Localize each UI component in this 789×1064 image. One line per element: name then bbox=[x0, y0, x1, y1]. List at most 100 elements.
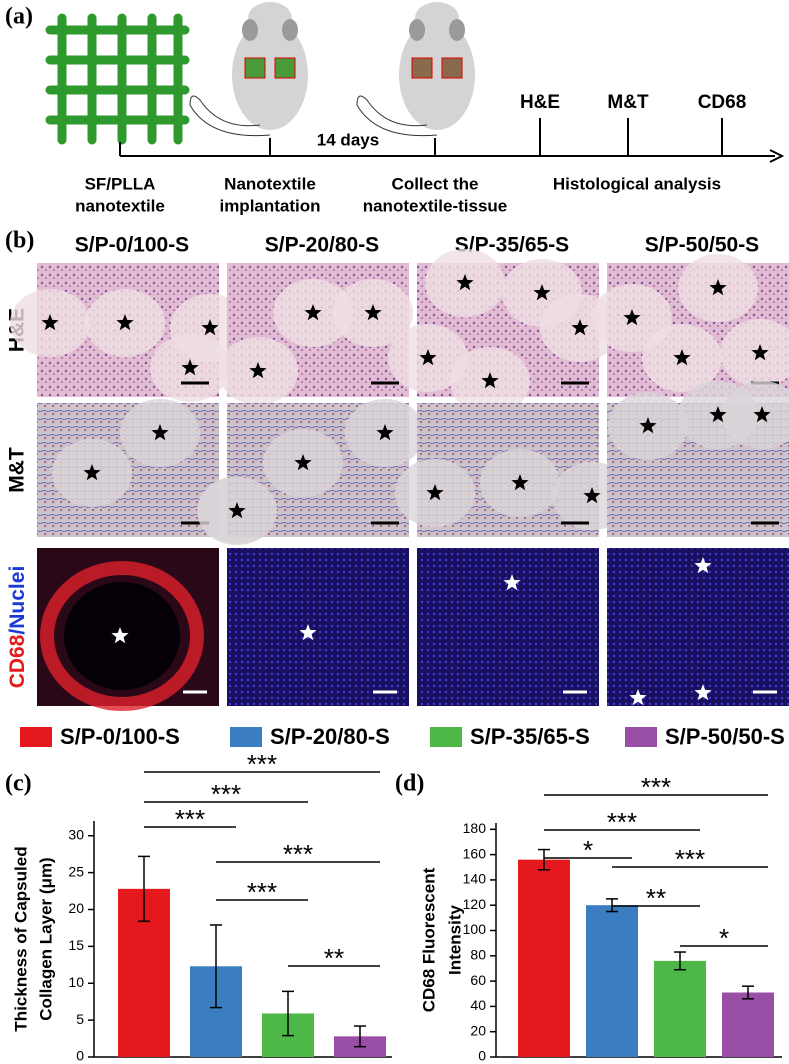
panel-label: (c) bbox=[5, 771, 32, 797]
row-label: M&T bbox=[6, 447, 29, 493]
mouse-1 bbox=[189, 2, 308, 137]
analysis-label: CD68 bbox=[698, 92, 747, 113]
star-marker bbox=[299, 624, 317, 641]
legend-swatch bbox=[430, 727, 462, 747]
star-marker bbox=[83, 464, 101, 481]
bar bbox=[518, 859, 570, 1057]
step-label: SF/PLLA bbox=[85, 174, 156, 193]
bar bbox=[722, 992, 774, 1057]
y-tick-label: 60 bbox=[470, 972, 486, 988]
star-marker bbox=[364, 304, 382, 321]
significance-label: *** bbox=[247, 877, 277, 907]
star-marker bbox=[694, 684, 712, 701]
y-tick-label: 160 bbox=[463, 845, 487, 861]
star-marker bbox=[694, 557, 712, 574]
y-tick-label: 25 bbox=[68, 863, 84, 879]
significance-label: * bbox=[719, 923, 729, 953]
y-tick-label: 140 bbox=[463, 871, 487, 887]
legend-swatch bbox=[625, 727, 657, 747]
y-tick-label: 20 bbox=[68, 900, 84, 916]
step-label: nanotextile bbox=[75, 196, 165, 215]
legend-label: S/P-50/50-S bbox=[665, 724, 785, 749]
star-marker bbox=[503, 574, 521, 591]
significance-label: *** bbox=[211, 779, 241, 809]
panel-label: (b) bbox=[5, 228, 34, 254]
y-tick-label: 30 bbox=[68, 826, 84, 842]
nanotextile-mesh bbox=[45, 13, 190, 145]
star-marker bbox=[151, 424, 169, 441]
scaffold-fiber bbox=[720, 319, 789, 387]
micrograph bbox=[227, 548, 409, 706]
star-marker bbox=[511, 474, 529, 491]
timeline bbox=[119, 118, 785, 163]
step-label: Histological analysis bbox=[553, 174, 721, 193]
star-marker bbox=[751, 344, 769, 361]
step-label: nanotextile-tissue bbox=[363, 196, 508, 215]
star-marker bbox=[481, 372, 499, 389]
star-marker bbox=[41, 314, 59, 331]
y-tick-label: 15 bbox=[68, 937, 84, 953]
significance-label: *** bbox=[283, 839, 313, 869]
panel-label: (d) bbox=[395, 771, 424, 797]
star-marker bbox=[673, 349, 691, 366]
y-tick-label: 20 bbox=[470, 1022, 486, 1038]
star-marker bbox=[201, 319, 219, 336]
y-axis-label: Collagen Layer (μm) bbox=[36, 857, 55, 1020]
step-label: Collect the bbox=[392, 174, 479, 193]
y-tick-label: 0 bbox=[76, 1048, 84, 1064]
scaffold-fiber bbox=[722, 381, 789, 449]
duration: 14 days bbox=[317, 130, 379, 149]
y-tick-label: 120 bbox=[463, 896, 487, 912]
y-tick-label: 5 bbox=[76, 1011, 84, 1027]
star-marker bbox=[623, 309, 641, 326]
legend-label: S/P-0/100-S bbox=[60, 724, 180, 749]
mouse-2 bbox=[356, 2, 475, 137]
star-marker bbox=[709, 279, 727, 296]
micrograph bbox=[607, 548, 789, 706]
bar bbox=[654, 960, 706, 1057]
star-marker bbox=[111, 627, 129, 644]
y-tick-label: 40 bbox=[470, 997, 486, 1013]
significance-label: *** bbox=[247, 749, 277, 779]
step-label: implantation bbox=[219, 196, 320, 215]
y-axis-label: Intensity bbox=[445, 905, 464, 975]
significance-label: *** bbox=[175, 804, 205, 834]
legend-label: S/P-35/65-S bbox=[470, 724, 590, 749]
star-marker bbox=[426, 484, 444, 501]
significance-label: * bbox=[583, 835, 593, 865]
y-tick-label: 180 bbox=[463, 820, 487, 836]
star-marker bbox=[753, 406, 771, 423]
star-marker bbox=[181, 359, 199, 376]
y-tick-label: 0 bbox=[478, 1048, 486, 1064]
column-title: S/P-50/50-S bbox=[645, 234, 759, 257]
analysis-label: H&E bbox=[520, 92, 560, 113]
stain-marker: CD68 bbox=[6, 634, 29, 688]
star-marker bbox=[533, 284, 551, 301]
row-label: CD68/Nuclei bbox=[6, 566, 29, 689]
panel-label: (a) bbox=[5, 4, 33, 30]
significance-label: ** bbox=[646, 883, 666, 913]
micrograph bbox=[417, 548, 599, 706]
red-ring bbox=[40, 561, 204, 711]
y-tick-label: 80 bbox=[470, 947, 486, 963]
star-marker bbox=[228, 502, 246, 519]
y-axis-label: CD68 Fluorescent bbox=[419, 867, 438, 1012]
legend-label: S/P-20/80-S bbox=[270, 724, 390, 749]
y-axis-label: Thickness of Capsuled bbox=[11, 846, 30, 1031]
stain-counter: /Nuclei bbox=[6, 566, 29, 635]
y-tick-label: 100 bbox=[463, 921, 487, 937]
star-marker bbox=[249, 362, 267, 379]
bar bbox=[586, 905, 638, 1057]
column-title: S/P-20/80-S bbox=[265, 234, 379, 257]
star-marker bbox=[419, 349, 437, 366]
significance-label: ** bbox=[324, 943, 344, 973]
star-marker bbox=[116, 314, 134, 331]
star-marker bbox=[629, 689, 647, 706]
star-marker bbox=[376, 424, 394, 441]
analysis-label: M&T bbox=[607, 92, 649, 113]
step-label: Nanotextile bbox=[224, 174, 316, 193]
significance-label: *** bbox=[641, 772, 671, 802]
legend-swatch bbox=[20, 727, 52, 747]
star-marker bbox=[709, 406, 727, 423]
y-tick-label: 10 bbox=[68, 974, 84, 990]
